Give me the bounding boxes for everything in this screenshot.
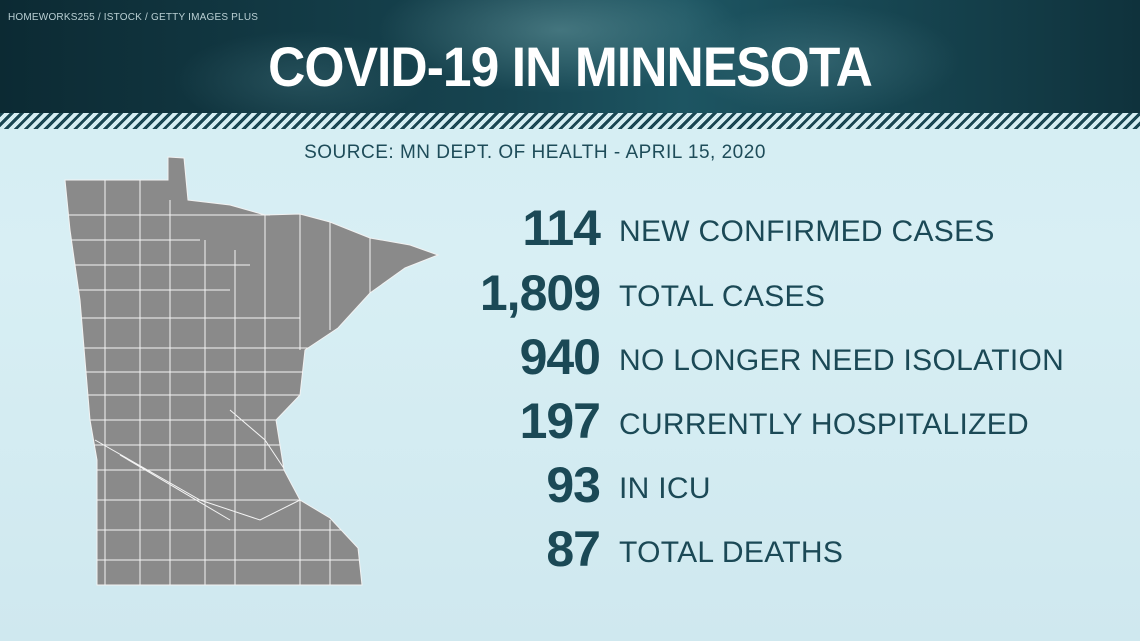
- stat-label: IN ICU: [619, 472, 711, 505]
- title: COVID-19 IN MINNESOTA: [268, 35, 873, 98]
- stat-label: TOTAL DEATHS: [619, 536, 844, 569]
- header: HOMEWORKS255 / ISTOCK / GETTY IMAGES PLU…: [0, 0, 1140, 113]
- stat-value: 940: [519, 329, 601, 385]
- stat-value: 93: [546, 457, 601, 513]
- county-lines: [65, 180, 371, 585]
- stat-value: 114: [522, 200, 601, 256]
- photo-credit: HOMEWORKS255 / ISTOCK / GETTY IMAGES PLU…: [8, 12, 259, 23]
- state-outline: [64, 156, 440, 586]
- stat-value: 197: [519, 393, 601, 449]
- stat-value: 87: [546, 521, 601, 577]
- stat-label: TOTAL CASES: [619, 280, 826, 313]
- source: SOURCE: MN DEPT. OF HEALTH - APRIL 15, 2…: [304, 142, 766, 163]
- stat-label: CURRENTLY HOSPITALIZED: [619, 408, 1030, 441]
- stat-label: NEW CONFIRMED CASES: [619, 215, 995, 248]
- stripe-band: [0, 113, 1140, 129]
- state-map: [64, 156, 440, 586]
- stat-value: 1,809: [479, 265, 601, 321]
- stat-label: NO LONGER NEED ISOLATION: [619, 344, 1065, 377]
